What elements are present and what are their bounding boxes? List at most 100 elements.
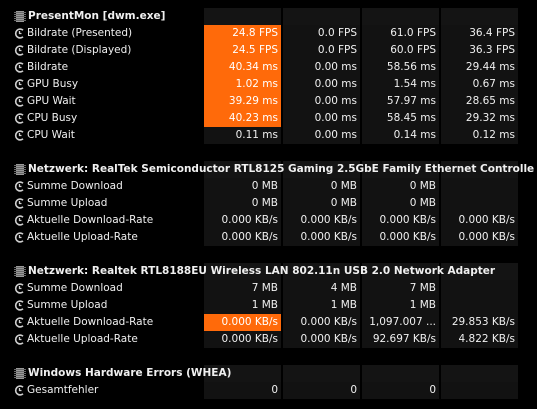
sensor-label: Bildrate (Presented)	[27, 27, 133, 39]
minimum-value: 1 MB	[283, 297, 360, 314]
maximum-value: 1,097.007 ...	[362, 314, 439, 331]
sensor-row[interactable]: Bildrate (Displayed) 24.5 FPS 0.0 FPS 60.0 …	[0, 42, 537, 59]
maximum-value: 92.697 KB/s	[362, 331, 439, 348]
maximum-value: 0.000 KB/s	[362, 212, 439, 229]
maximum-value: 60.0 FPS	[362, 42, 439, 59]
header-cell	[204, 161, 281, 178]
header-cell	[204, 263, 281, 280]
sensor-label: Bildrate (Displayed)	[27, 44, 132, 56]
average-value: 0.000 KB/s	[441, 229, 518, 246]
current-value: 40.23 ms	[204, 110, 281, 127]
current-value: 1.02 ms	[204, 76, 281, 93]
average-value	[441, 297, 518, 314]
group-header[interactable]: Windows Hardware Errors (WHEA)	[0, 365, 537, 382]
minimum-value: 0.00 ms	[283, 127, 360, 144]
sensor-label: GPU Busy	[27, 78, 79, 90]
group-header[interactable]: Netzwerk: Realtek RTL8188EU Wireless LAN…	[0, 263, 537, 280]
sensor-row[interactable]: Summe Upload 1 MB 1 MB 1 MB	[0, 297, 537, 314]
minimum-value: 0.000 KB/s	[283, 314, 360, 331]
header-cell	[362, 263, 439, 280]
sensor-row[interactable]: CPU Busy 40.23 ms 0.00 ms 58.45 ms 29.32 ms	[0, 110, 537, 127]
sensor-label: Summe Upload	[27, 299, 108, 311]
maximum-value: 0.000 KB/s	[362, 229, 439, 246]
maximum-value: 0	[362, 382, 439, 399]
sensor-gauge-icon	[14, 385, 24, 396]
chip-icon	[14, 368, 26, 379]
sensor-gauge-icon	[14, 215, 24, 226]
current-value: 0 MB	[204, 195, 281, 212]
header-cell	[441, 161, 518, 178]
sensor-row[interactable]: Summe Download 7 MB 4 MB 7 MB	[0, 280, 537, 297]
sensor-row[interactable]: Summe Upload 0 MB 0 MB 0 MB	[0, 195, 537, 212]
maximum-value: 57.97 ms	[362, 93, 439, 110]
group-title: Netzwerk: Realtek RTL8188EU Wireless LAN…	[28, 265, 496, 277]
average-value: 28.65 ms	[441, 93, 518, 110]
group-title: PresentMon [dwm.exe]	[28, 10, 166, 22]
header-cell	[204, 8, 281, 25]
sensor-label: CPU Busy	[27, 112, 78, 124]
sensor-row[interactable]: Bildrate 40.34 ms 0.00 ms 58.56 ms 29.44 ms	[0, 59, 537, 76]
maximum-value: 0 MB	[362, 195, 439, 212]
sensor-label: Aktuelle Download-Rate	[27, 316, 154, 328]
minimum-value: 4 MB	[283, 280, 360, 297]
group-header[interactable]: PresentMon [dwm.exe]	[0, 8, 537, 25]
minimum-value: 0.000 KB/s	[283, 212, 360, 229]
minimum-value: 0.00 ms	[283, 59, 360, 76]
minimum-value: 0.000 KB/s	[283, 229, 360, 246]
current-value: 0.11 ms	[204, 127, 281, 144]
average-value: 36.3 FPS	[441, 42, 518, 59]
group-title: Netzwerk: RealTek Semiconductor RTL8125 …	[28, 163, 534, 175]
sensor-label: Summe Upload	[27, 197, 108, 209]
maximum-value: 0.14 ms	[362, 127, 439, 144]
sensor-row[interactable]: Aktuelle Upload-Rate 0.000 KB/s 0.000 KB/s…	[0, 331, 537, 348]
group-header[interactable]: Netzwerk: RealTek Semiconductor RTL8125 …	[0, 161, 537, 178]
header-cell	[441, 365, 518, 382]
sensor-gauge-icon	[14, 28, 24, 39]
sensor-row[interactable]: Aktuelle Download-Rate 0.000 KB/s 0.000 KB…	[0, 212, 537, 229]
sensor-row[interactable]: Bildrate (Presented) 24.8 FPS 0.0 FPS 61.0 …	[0, 25, 537, 42]
sensor-label: CPU Wait	[27, 129, 75, 141]
minimum-value: 0	[283, 382, 360, 399]
sensor-row[interactable]: Gesamtfehler 0 0 0	[0, 382, 537, 399]
sensor-gauge-icon	[14, 113, 24, 124]
sensor-row[interactable]: GPU Busy 1.02 ms 0.00 ms 1.54 ms 0.67 ms	[0, 76, 537, 93]
average-value: 36.4 FPS	[441, 25, 518, 42]
sensor-row[interactable]: GPU Wait 39.29 ms 0.00 ms 57.97 ms 28.65 ms	[0, 93, 537, 110]
maximum-value: 1 MB	[362, 297, 439, 314]
header-cell	[283, 365, 360, 382]
minimum-value: 0.000 KB/s	[283, 331, 360, 348]
current-value: 39.29 ms	[204, 93, 281, 110]
current-value: 0 MB	[204, 178, 281, 195]
header-cell	[362, 8, 439, 25]
current-value: 0	[204, 382, 281, 399]
header-cell	[362, 161, 439, 178]
current-value: 24.5 FPS	[204, 42, 281, 59]
current-value: 40.34 ms	[204, 59, 281, 76]
average-value: 0.67 ms	[441, 76, 518, 93]
sensor-row[interactable]: Summe Download 0 MB 0 MB 0 MB	[0, 178, 537, 195]
header-cell	[441, 8, 518, 25]
minimum-value: 0.00 ms	[283, 76, 360, 93]
current-value: 7 MB	[204, 280, 281, 297]
average-value: 4.822 KB/s	[441, 331, 518, 348]
average-value	[441, 280, 518, 297]
sensor-row[interactable]: CPU Wait 0.11 ms 0.00 ms 0.14 ms 0.12 ms	[0, 127, 537, 144]
maximum-value: 58.56 ms	[362, 59, 439, 76]
minimum-value: 0.0 FPS	[283, 25, 360, 42]
sensor-row[interactable]: Aktuelle Download-Rate 0.000 KB/s 0.000 KB…	[0, 314, 537, 331]
header-cell	[283, 263, 360, 280]
sensor-label: Gesamtfehler	[27, 384, 99, 396]
average-value	[441, 195, 518, 212]
sensor-label: Aktuelle Download-Rate	[27, 214, 154, 226]
minimum-value: 0.00 ms	[283, 93, 360, 110]
minimum-value: 0 MB	[283, 195, 360, 212]
sensor-row[interactable]: Aktuelle Upload-Rate 0.000 KB/s 0.000 KB/s…	[0, 229, 537, 246]
sensor-gauge-icon	[14, 317, 24, 328]
sensor-gauge-icon	[14, 334, 24, 345]
average-value: 29.853 KB/s	[441, 314, 518, 331]
average-value: 0.000 KB/s	[441, 212, 518, 229]
average-value	[441, 382, 518, 399]
current-value: 1 MB	[204, 297, 281, 314]
maximum-value: 61.0 FPS	[362, 25, 439, 42]
